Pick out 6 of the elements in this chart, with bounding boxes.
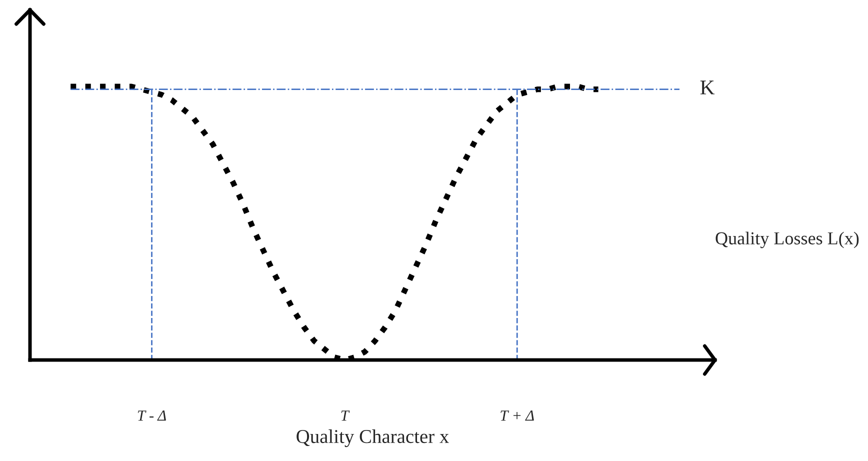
- x-tick-label: T + Δ: [500, 410, 534, 421]
- x-tick-label: T - Δ: [138, 410, 166, 421]
- x-axis-title: Quality Character x: [296, 429, 449, 448]
- text: Quality Losses L(x): [716, 232, 859, 248]
- ref-line-label: K: [700, 80, 715, 94]
- x-tick-label: T: [341, 410, 350, 421]
